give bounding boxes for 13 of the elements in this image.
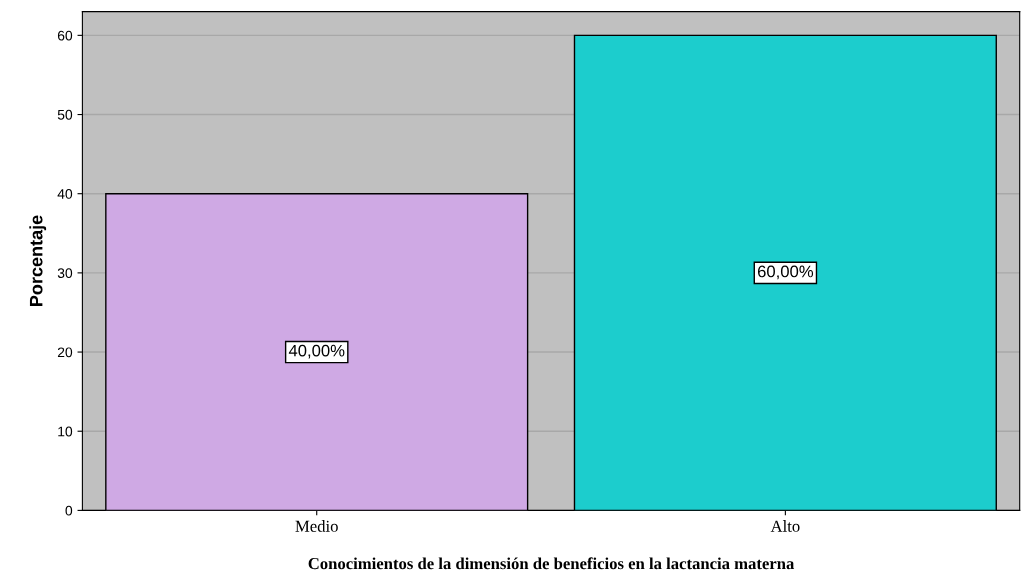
data-label: 40,00% (288, 344, 345, 359)
y-tick-label: 30 (57, 268, 73, 279)
x-axis-title: Conocimientos de la dimensión de beneficios en la lactancia materna (308, 557, 795, 570)
y-tick-label: 0 (65, 505, 73, 516)
data-label: 60,00% (757, 265, 814, 280)
y-tick-label: 50 (57, 109, 73, 120)
y-tick-label: 60 (57, 30, 73, 41)
y-axis-title: Porcentaje (29, 215, 47, 306)
y-tick-label: 40 (57, 189, 73, 199)
y-tick-label: 20 (57, 347, 73, 358)
y-tick-label: 10 (58, 426, 73, 437)
x-tick-label: Medio (295, 520, 338, 532)
x-tick-label: Alto (770, 520, 800, 532)
